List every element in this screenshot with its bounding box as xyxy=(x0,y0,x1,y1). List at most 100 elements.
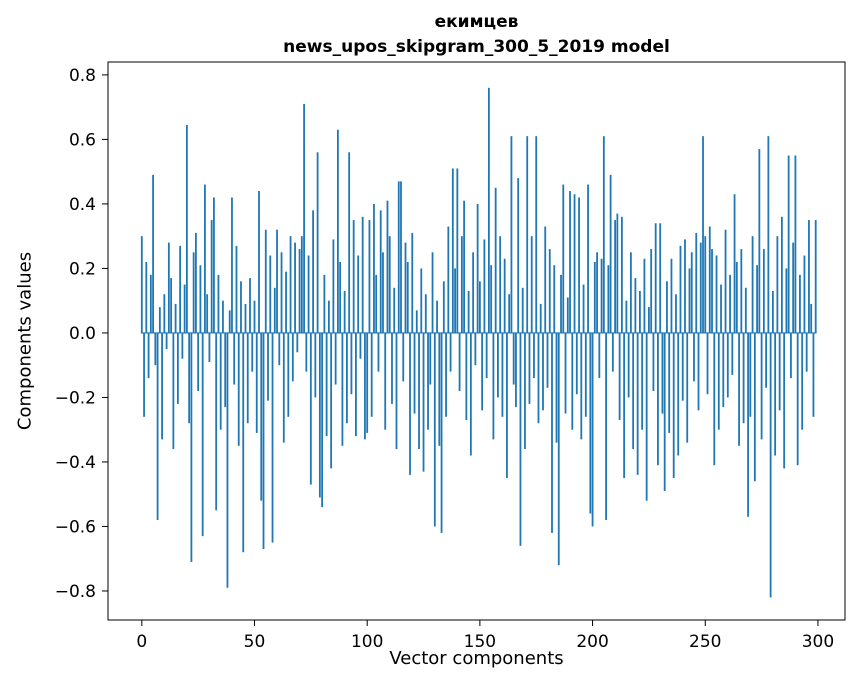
bar xyxy=(810,303,813,333)
bar xyxy=(393,287,396,333)
bar xyxy=(185,124,188,333)
bar xyxy=(663,332,666,491)
bar xyxy=(226,332,229,588)
bar xyxy=(573,194,576,333)
bar xyxy=(233,332,236,385)
bar xyxy=(303,103,305,333)
bar xyxy=(334,332,337,385)
bar xyxy=(697,332,700,411)
bar xyxy=(449,332,452,372)
bar xyxy=(167,242,170,333)
bar xyxy=(312,210,314,333)
bar xyxy=(589,332,592,514)
bar xyxy=(210,220,213,333)
bar xyxy=(285,271,287,333)
bar xyxy=(431,252,434,333)
y-tick-label: −0.6 xyxy=(55,517,96,537)
bar xyxy=(309,332,312,485)
bar xyxy=(300,236,303,333)
bar xyxy=(190,332,193,562)
bar xyxy=(776,236,779,333)
bar xyxy=(445,332,447,417)
bar xyxy=(722,332,725,408)
chart-title-model: news_upos_skipgram_300_5_2019 model xyxy=(283,36,670,57)
y-tick-label: 0.0 xyxy=(69,324,96,344)
bar xyxy=(790,332,792,379)
bar xyxy=(659,223,662,333)
bar xyxy=(609,174,612,333)
y-tick-label: 0.6 xyxy=(69,130,96,150)
bar xyxy=(370,332,373,417)
bar xyxy=(742,332,745,424)
bar xyxy=(140,236,143,333)
bar xyxy=(553,265,556,333)
bar xyxy=(591,332,594,527)
y-tick-label: −0.8 xyxy=(55,582,96,602)
bar xyxy=(548,249,551,333)
bar xyxy=(708,226,711,333)
bar xyxy=(143,332,145,417)
bar xyxy=(636,332,639,475)
bar xyxy=(463,200,465,333)
bar xyxy=(560,274,562,333)
x-tick-label: 300 xyxy=(802,632,834,652)
bar xyxy=(294,242,296,333)
bar xyxy=(688,268,691,333)
bar xyxy=(593,261,596,333)
bar xyxy=(614,220,617,333)
bar xyxy=(316,152,319,333)
bar xyxy=(436,300,438,333)
bar xyxy=(158,307,161,333)
bar xyxy=(675,294,677,333)
bar xyxy=(668,332,671,433)
y-tick-label: 0.8 xyxy=(69,66,96,86)
bar xyxy=(605,332,607,521)
bar xyxy=(569,191,571,333)
bar xyxy=(228,310,231,333)
bar xyxy=(397,181,400,333)
bar xyxy=(799,274,801,333)
bar xyxy=(724,229,727,333)
bar xyxy=(666,281,668,333)
bar xyxy=(341,332,344,446)
bar xyxy=(355,332,357,437)
bar xyxy=(231,197,233,333)
bar xyxy=(506,332,508,479)
bar xyxy=(780,216,783,333)
bar xyxy=(774,332,777,456)
bar xyxy=(219,332,222,430)
bar xyxy=(808,220,810,333)
bar xyxy=(379,210,382,333)
bar xyxy=(672,332,675,479)
bar xyxy=(454,268,456,333)
bar xyxy=(296,332,299,353)
bar xyxy=(174,303,177,333)
y-axis-label: Components values xyxy=(14,251,36,431)
bar xyxy=(584,332,587,417)
bar xyxy=(161,332,163,440)
bar xyxy=(246,332,249,424)
bar xyxy=(611,332,614,372)
bar xyxy=(368,220,371,333)
bar xyxy=(686,332,689,443)
bar xyxy=(253,300,256,333)
bar xyxy=(271,332,274,543)
bar xyxy=(744,287,747,333)
bar xyxy=(307,255,310,333)
bar xyxy=(580,332,583,440)
bar xyxy=(749,332,752,417)
bar xyxy=(753,332,756,482)
bar xyxy=(539,303,542,333)
bar xyxy=(287,332,290,417)
bar xyxy=(490,265,493,333)
bar xyxy=(812,332,815,417)
bar xyxy=(305,332,308,372)
bar xyxy=(501,332,504,417)
bar xyxy=(361,216,364,333)
bar xyxy=(282,332,285,443)
bar xyxy=(422,332,425,472)
bar xyxy=(240,281,242,333)
bar xyxy=(699,242,702,333)
bar xyxy=(616,213,619,333)
